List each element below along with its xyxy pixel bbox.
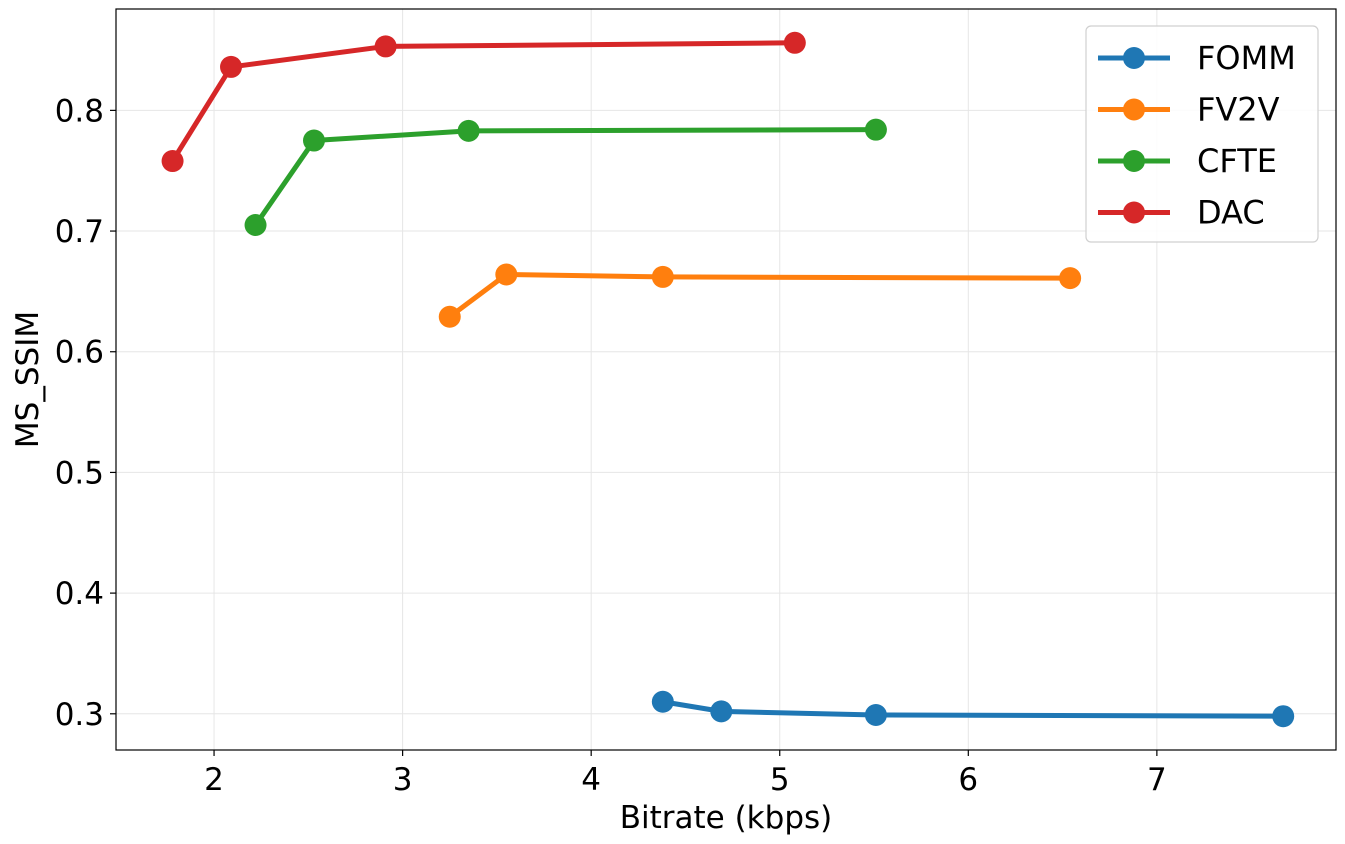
x-tick-label: 6	[958, 762, 978, 798]
y-tick-label: 0.3	[55, 697, 104, 733]
x-tick-label: 4	[581, 762, 601, 798]
series-line-fv2v	[447, 272, 1073, 320]
legend-label: DAC	[1197, 194, 1265, 232]
legend-marker	[1123, 47, 1145, 69]
x-tick-label: 7	[1147, 762, 1167, 798]
data-point-fv2v	[651, 265, 674, 288]
x-axis-label: Bitrate (kbps)	[620, 800, 833, 836]
y-axis-label: MS_SSIM	[10, 311, 46, 448]
y-tick-label: 0.5	[55, 455, 104, 491]
legend: FOMM FV2V CFTE DAC	[1085, 25, 1319, 243]
series-line-cfte	[253, 127, 879, 228]
legend-item-cfte: CFTE	[1098, 142, 1277, 180]
data-point-cfte	[244, 214, 267, 237]
x-tick-label: 3	[393, 762, 413, 798]
legend-marker	[1123, 201, 1145, 224]
y-tick-label: 0.6	[55, 335, 104, 371]
y-tick-label: 0.4	[55, 576, 104, 612]
x-tick-label: 5	[770, 762, 790, 798]
data-point-dac	[220, 55, 243, 78]
series-dac	[161, 31, 806, 173]
data-point-fv2v	[1059, 267, 1082, 290]
legend-label: FOMM	[1197, 39, 1296, 77]
ticks: 2 3 4 5 6 7 0.3 0.4 0.5 0.6 0.7 0.8	[55, 93, 1167, 798]
series-cfte	[244, 118, 887, 237]
x-tick-label: 2	[204, 762, 224, 798]
series-line-dac	[170, 40, 798, 164]
data-point-fomm	[651, 690, 674, 713]
data-point-cfte	[302, 129, 325, 152]
legend-marker	[1123, 98, 1145, 121]
plot-frame	[115, 8, 1337, 751]
data-point-dac	[374, 35, 397, 58]
series-fv2v	[438, 263, 1082, 328]
legend-item-dac: DAC	[1098, 194, 1265, 232]
series-fomm	[651, 690, 1295, 728]
series-layer	[161, 31, 1295, 728]
data-point-cfte	[864, 118, 887, 141]
y-tick-label: 0.7	[55, 214, 104, 250]
data-point-fv2v	[495, 263, 518, 286]
legend-item-fv2v: FV2V	[1098, 91, 1280, 129]
legend-label: FV2V	[1197, 91, 1280, 129]
series-line-fomm	[660, 699, 1286, 719]
data-point-cfte	[457, 119, 480, 142]
legend-label: CFTE	[1197, 142, 1277, 180]
data-point-dac	[783, 31, 806, 54]
data-point-fomm	[1272, 705, 1295, 728]
legend-item-fomm: FOMM	[1098, 39, 1296, 77]
data-point-fv2v	[438, 305, 461, 328]
data-point-fomm	[864, 704, 887, 727]
legend-box	[1085, 25, 1319, 243]
legend-marker	[1123, 150, 1145, 172]
data-point-dac	[161, 150, 184, 173]
data-point-fomm	[710, 700, 733, 723]
y-tick-label: 0.8	[55, 93, 104, 129]
